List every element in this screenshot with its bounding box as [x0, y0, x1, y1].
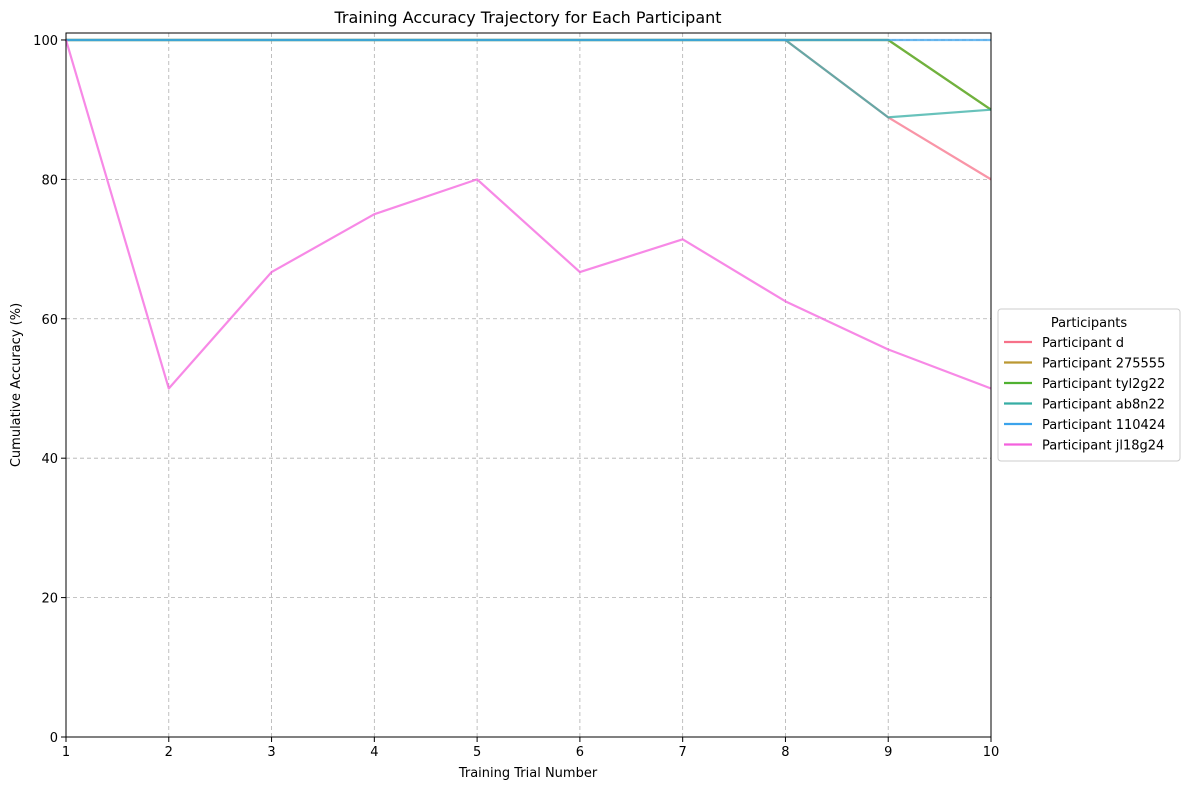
plot-frame	[65, 32, 992, 738]
series-layer	[64, 38, 992, 390]
y-axis-label: Cumulative Accuracy (%)	[9, 303, 24, 467]
x-tick-label: 4	[370, 745, 378, 760]
x-tick-label: 10	[983, 745, 1000, 760]
x-axis-label: Training Trial Number	[458, 766, 598, 781]
x-tick-label: 3	[267, 745, 275, 760]
legend-label: Participant jl18g24	[1042, 439, 1164, 454]
x-tick-label: 2	[165, 745, 173, 760]
y-tick-label: 40	[41, 452, 58, 467]
x-tick-label: 9	[884, 745, 892, 760]
x-tick-label: 6	[576, 745, 584, 760]
series-line-6	[64, 39, 992, 390]
legend-label: Participant ab8n22	[1042, 398, 1165, 413]
y-tick-label: 20	[41, 592, 58, 607]
x-tick-label: 8	[781, 745, 789, 760]
series-line-2	[66, 38, 992, 111]
x-tick-label: 7	[679, 745, 687, 760]
y-tick-label: 60	[41, 313, 58, 328]
series-line-1	[66, 38, 992, 181]
legend-label: Participant 275555	[1042, 357, 1165, 372]
grid	[65, 33, 992, 738]
legend-label: Participant d	[1042, 336, 1124, 351]
legend-title: Participants	[1051, 316, 1128, 331]
chart-title: Training Accuracy Trajectory for Each Pa…	[333, 8, 721, 27]
y-tick-label: 0	[50, 731, 58, 746]
legend: Participants Participant d Participant 27…	[997, 308, 1181, 462]
x-tick-label: 5	[473, 745, 481, 760]
y-tick-label: 80	[41, 173, 58, 188]
x-tick-label: 1	[62, 745, 70, 760]
legend-label: Participant tyl2g22	[1042, 377, 1165, 392]
legend-box	[997, 308, 1181, 462]
series-line-3	[66, 38, 992, 111]
legend-label: Participant 110424	[1042, 418, 1165, 433]
y-tick-label: 100	[33, 34, 58, 49]
y-axis-ticks: 0 20 40 60 80 100	[33, 34, 66, 746]
series-line-4	[66, 38, 992, 119]
x-axis-ticks: 1 2 3 4 5 6 7 8 9 10	[62, 737, 999, 760]
